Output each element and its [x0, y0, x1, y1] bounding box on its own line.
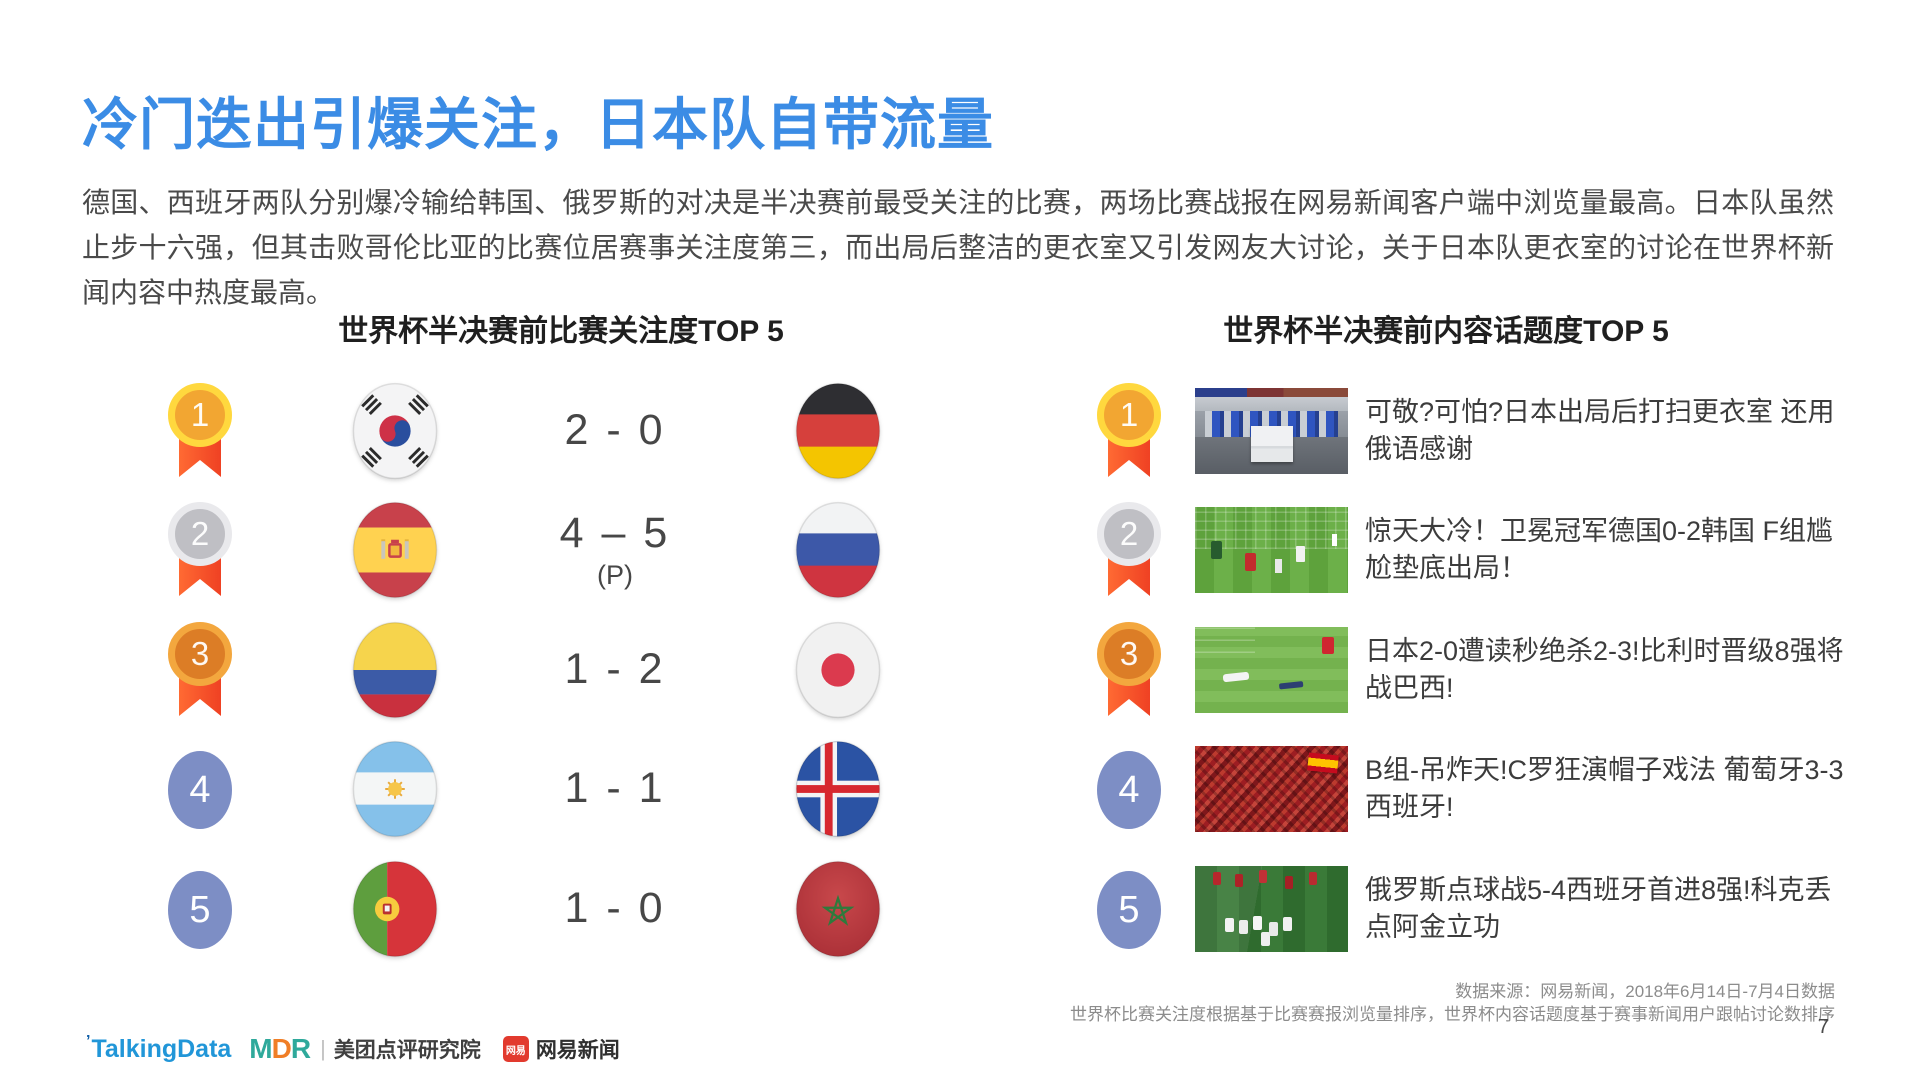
- medal-gold-icon: 1: [168, 383, 232, 479]
- match-row-1: 1 2 - 0: [0, 371, 1921, 491]
- flag-colombia-icon: [352, 621, 438, 719]
- news-thumbnail-goal-action: [1195, 507, 1348, 593]
- rank-number: 2: [190, 515, 210, 552]
- topic-row-2: 2 惊天大冷！卫冕冠军德国0-2韩国 F组尴尬垫底出局！: [0, 490, 1921, 610]
- body-paragraph: 德国、西班牙两队分别爆冷输给韩国、俄罗斯的对决是半决赛前最受关注的比赛，两场比赛…: [82, 187, 1834, 308]
- medal-gold-icon: 1: [1097, 383, 1161, 479]
- page-title: 冷门迭出引爆关注，日本队自带流量: [82, 93, 994, 156]
- news-headline: 惊天大冷！卫冕冠军德国0-2韩国 F组尴尬垫底出局！: [1365, 516, 1834, 583]
- flag-morocco-icon: [795, 860, 881, 958]
- rank-badge-icon: 4: [1097, 751, 1161, 829]
- topic-row-3: 3 日本2-0遭读秒绝杀2-3!比利时晋级8强将战巴西!: [0, 610, 1921, 730]
- news-thumbnail-celebration: [1195, 866, 1348, 952]
- news-headline: 俄罗斯点球战5-4西班牙首进8强!科克丢点阿金立功: [1365, 875, 1832, 942]
- medal-silver-icon: 2: [1097, 502, 1161, 598]
- flag-russia-icon: [795, 501, 881, 599]
- rank-number: 3: [1119, 635, 1139, 672]
- mdr-logo: M D R: [249, 1033, 311, 1064]
- page-number: 7: [1817, 1016, 1829, 1038]
- news-headline: 日本2-0遭读秒绝杀2-3!比利时晋级8强将战巴西!: [1365, 636, 1844, 703]
- data-source-note: 数据来源：网易新闻，2018年6月14日-7月4日数据 世界杯比赛关注度根据基于…: [1070, 980, 1835, 1026]
- match-score: 4 – 5 (P): [559, 509, 671, 590]
- logo-bar: ’ TalkingData M D R | 美团点评研究院 网易 网易新闻: [86, 1032, 620, 1064]
- news-headline: 可敬?可怕?日本出局后打扫更衣室 还用俄语感谢: [1365, 397, 1835, 464]
- topic-row-4: 4 B组-吊炸天!C罗狂演帽子戏法 葡萄牙3-3西班牙!: [0, 729, 1921, 849]
- flag-japan-icon: [795, 621, 881, 719]
- rank-number: 3: [190, 635, 210, 672]
- flag-south-korea-icon: [352, 382, 438, 480]
- rank-number: 1: [1119, 396, 1139, 433]
- penalty-note: (P): [597, 560, 633, 590]
- rank-badge-icon: 4: [168, 751, 232, 829]
- match-score: 1 - 0: [564, 883, 666, 932]
- netease-news-label: 网易新闻: [535, 1039, 620, 1062]
- topic-row-1: 1 可敬?可怕?日本出局后打扫更衣室 还用俄语感谢: [0, 371, 1921, 491]
- medal-silver-icon: 2: [168, 502, 232, 598]
- topic-row-5: 5 俄罗斯点球战5-4西班牙首进8强!科克丢点阿金立功: [0, 849, 1921, 969]
- news-thumbnail-pitch-players: [1195, 627, 1348, 713]
- match-row-2: 2 4 – 5 (P): [0, 490, 1921, 610]
- talkingdata-logo: ’ TalkingData: [86, 1032, 232, 1063]
- meituan-dianping-institute-label: 美团点评研究院: [333, 1039, 481, 1062]
- rank-badge-icon: 5: [1097, 871, 1161, 949]
- match-score: 1 - 2: [564, 644, 666, 693]
- flag-germany-icon: [795, 382, 881, 480]
- flag-spain-icon: [352, 501, 438, 599]
- news-thumbnail-locker-room: [1195, 388, 1348, 474]
- talkingdata-tick-icon: ’: [86, 1032, 91, 1050]
- flag-portugal-icon: [352, 860, 438, 958]
- rank-number: 2: [1119, 515, 1139, 552]
- netease-badge-icon: 网易: [502, 1036, 529, 1062]
- logo-divider: |: [320, 1036, 326, 1061]
- source-line-2: 世界杯比赛关注度根据基于比赛赛报浏览量排序，世界杯内容话题度基于赛事新闻用户跟帖…: [1070, 1005, 1835, 1024]
- rank-badge-icon: 5: [168, 871, 232, 949]
- source-line-1: 数据来源：网易新闻，2018年6月14日-7月4日数据: [1455, 982, 1835, 1001]
- news-headline: B组-吊炸天!C罗狂演帽子戏法 葡萄牙3-3西班牙!: [1365, 755, 1844, 822]
- medal-bronze-icon: 3: [1097, 622, 1161, 718]
- rank-number: 1: [190, 396, 210, 433]
- medal-bronze-icon: 3: [168, 622, 232, 718]
- match-score: 2 - 0: [564, 405, 666, 454]
- match-score: 1 - 1: [564, 763, 666, 812]
- right-panel-title: 世界杯半决赛前内容话题度TOP 5: [1223, 315, 1669, 348]
- match-row-4: 4 1 - 1: [0, 729, 1921, 849]
- match-row-5: 5 1 - 0: [0, 849, 1921, 969]
- match-row-3: 3 1 - 2: [0, 610, 1921, 730]
- flag-argentina-icon: [352, 740, 438, 838]
- flag-iceland-icon: [795, 740, 881, 838]
- left-panel-title: 世界杯半决赛前比赛关注度TOP 5: [338, 315, 784, 348]
- news-thumbnail-fans-crowd: [1195, 746, 1348, 832]
